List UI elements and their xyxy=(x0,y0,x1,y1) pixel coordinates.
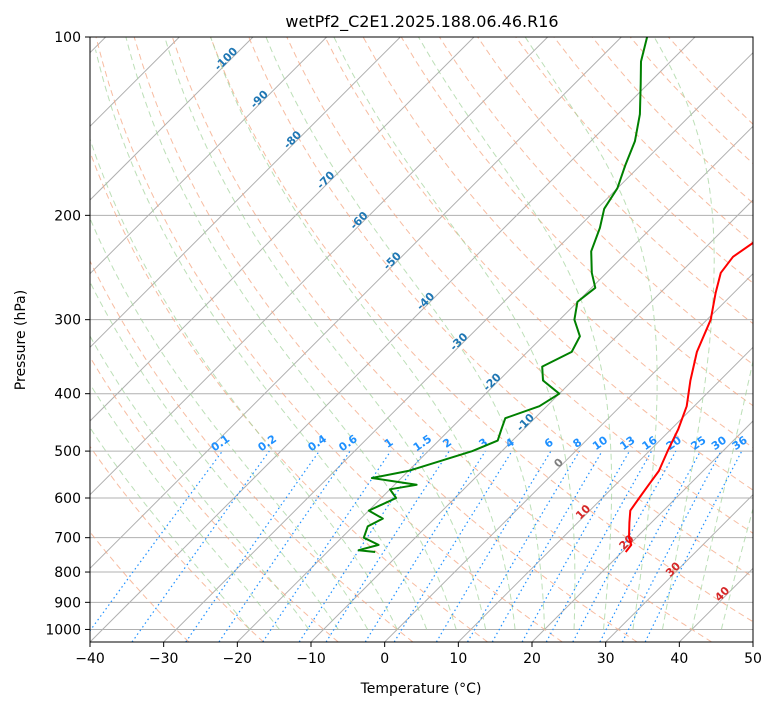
y-tick-label: 200 xyxy=(54,208,81,224)
x-tick-label: −30 xyxy=(149,651,179,667)
x-axis-title: Temperature (°C) xyxy=(360,681,482,697)
y-tick-label: 500 xyxy=(54,444,81,460)
x-tick-label: 30 xyxy=(597,651,615,667)
x-tick-label: 10 xyxy=(449,651,467,667)
x-tick-label: 50 xyxy=(744,651,762,667)
y-tick-label: 1000 xyxy=(45,622,81,638)
x-tick-label: 0 xyxy=(380,651,389,667)
y-tick-label: 100 xyxy=(54,30,81,46)
x-tick-label: 20 xyxy=(523,651,541,667)
y-tick-label: 300 xyxy=(54,313,81,329)
x-tick-label: 40 xyxy=(670,651,688,667)
y-tick-label: 900 xyxy=(54,595,81,611)
y-axis-title: Pressure (hPa) xyxy=(13,290,29,390)
y-tick-label: 600 xyxy=(54,491,81,507)
x-tick-label: −10 xyxy=(296,651,326,667)
y-tick-label: 700 xyxy=(54,531,81,547)
x-tick-label: −40 xyxy=(75,651,105,667)
y-tick-label: 800 xyxy=(54,565,81,581)
y-tick-label: 400 xyxy=(54,387,81,403)
x-tick-label: −20 xyxy=(223,651,253,667)
chart-title: wetPf2_C2E1.2025.188.06.46.R16 xyxy=(285,12,558,32)
